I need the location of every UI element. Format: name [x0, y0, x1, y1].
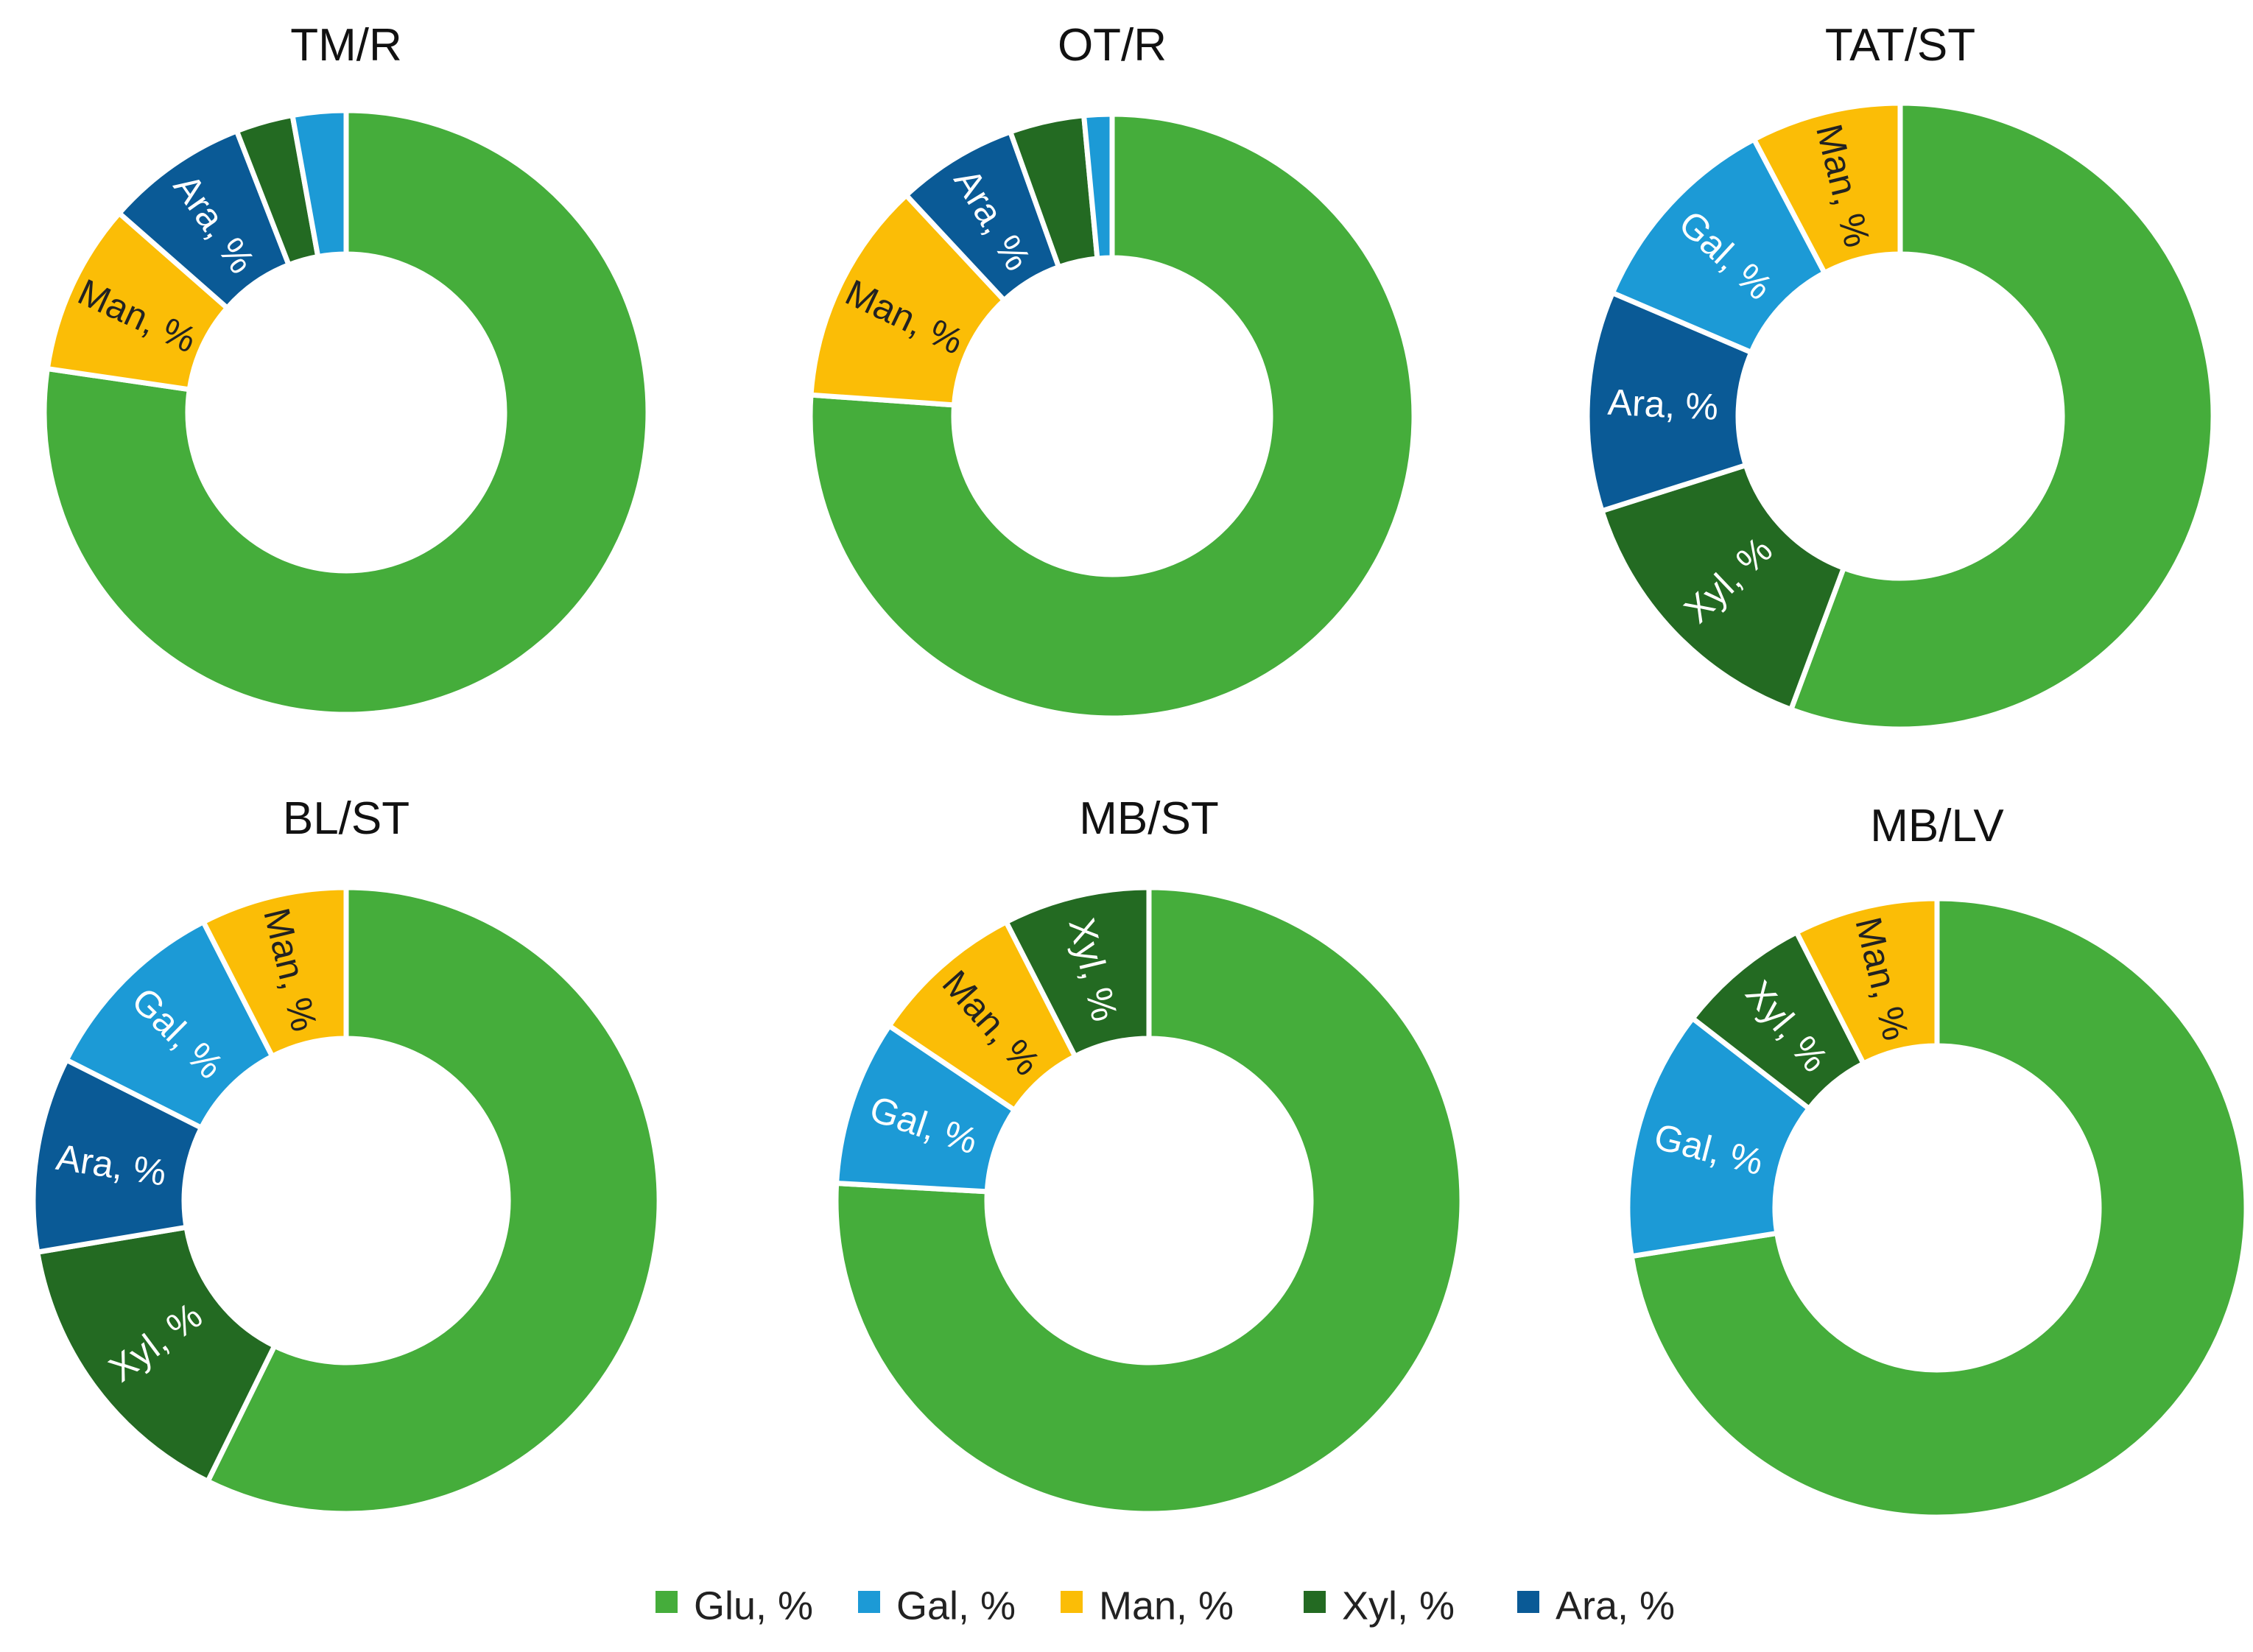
chart-title: TM/R [290, 20, 402, 71]
chart-title: MB/ST [1079, 793, 1218, 844]
slice-ara [1584, 290, 1754, 514]
slice-glu [833, 885, 1465, 1516]
legend-swatch-glu [655, 1591, 678, 1613]
legend-label: Glu, % [694, 1584, 813, 1628]
legend-swatch-ara [1517, 1591, 1539, 1613]
legend-label: Man, % [1099, 1584, 1234, 1628]
legend: Glu, % Gal, % Man, % Xyl, % Ara, % [655, 1584, 1675, 1628]
slice-man [200, 885, 349, 1059]
slice-gal [289, 108, 349, 259]
slice-label: Ara, % [1607, 382, 1720, 428]
chart-title: TAT/ST [1825, 20, 1975, 71]
slice-man [1793, 896, 1940, 1066]
slice-glu [807, 111, 1417, 721]
slice-glu [1628, 896, 2249, 1520]
slice-glu [41, 108, 651, 717]
slice-man [1751, 100, 1903, 275]
chart-title: MB/LV [1870, 801, 2004, 851]
slice-gal [1625, 1016, 1812, 1259]
legend-swatch-man [1061, 1591, 1083, 1613]
legend-swatch-gal [858, 1591, 880, 1613]
chart-title: OT/R [1058, 20, 1167, 71]
slice-glu [1788, 100, 2216, 732]
slice-xyl [1599, 463, 1846, 712]
legend-swatch-xyl [1304, 1591, 1326, 1613]
legend-label: Gal, % [896, 1584, 1016, 1628]
slice-xyl [35, 1224, 278, 1484]
slice-man [808, 192, 1007, 408]
slice-glu [205, 885, 662, 1516]
legend-label: Xyl, % [1342, 1584, 1455, 1628]
chart-title: BL/ST [283, 793, 410, 844]
slice-gal [1081, 111, 1115, 261]
legend-label: Ara, % [1556, 1584, 1675, 1628]
slice-xyl [1003, 885, 1152, 1059]
